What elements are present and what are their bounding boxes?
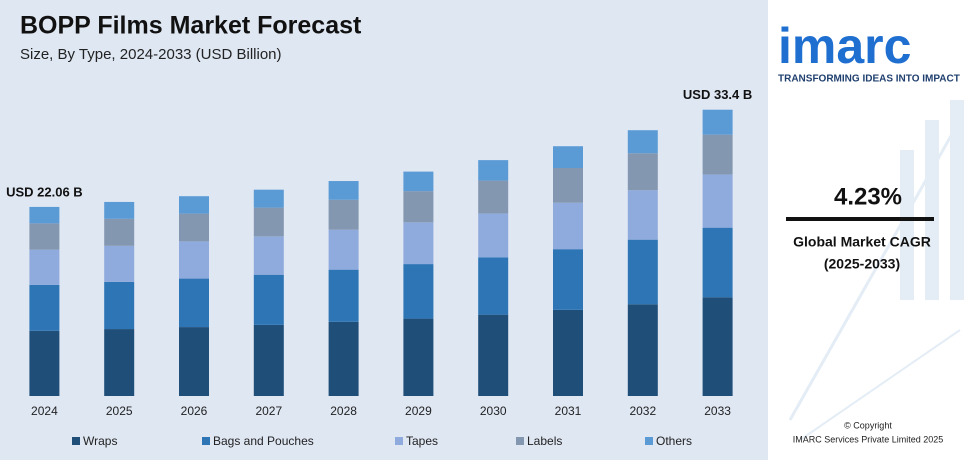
bar-segment [179,213,209,242]
legend-swatch [516,437,524,445]
legend-label: Others [656,434,692,448]
x-tick-label: 2031 [555,404,582,418]
side-panel [768,0,970,460]
bar-segment [253,274,284,325]
bar-segment [179,241,209,279]
bar-segment [328,269,359,322]
x-tick-label: 2025 [106,404,133,418]
bar-segment [179,278,209,328]
legend-swatch [202,437,210,445]
bar-segment [104,329,135,396]
bar-segment [179,327,209,396]
x-tick-label: 2033 [704,404,731,418]
bar-segment [702,174,733,228]
bar-segment [328,321,359,396]
bar-segment [553,202,583,250]
bar-segment [328,229,359,270]
bar-segment [478,213,509,258]
bar-segment [328,181,359,200]
copyright: © Copyright [844,420,892,430]
legend-label: Labels [527,434,562,448]
cagr-value: 4.23% [834,183,902,210]
bar-segment [478,257,509,315]
bar-segment [179,196,209,214]
bar-segment [29,249,60,285]
legend-swatch [395,437,403,445]
bar-segment [403,191,434,223]
chart-subtitle: Size, By Type, 2024-2033 (USD Billion) [20,46,282,63]
bar-segment [104,218,135,246]
legend-label: Tapes [406,434,438,448]
bar-segment [627,153,658,191]
bar-segment [702,297,733,396]
bar-segment [403,318,434,396]
bar-segment [403,222,434,265]
bar-segment [253,324,284,396]
company: IMARC Services Private Limited 2025 [793,434,944,444]
x-tick-label: 2027 [255,404,282,418]
bar-segment [104,281,135,330]
bar-segment [403,171,434,192]
bar-segment [478,160,509,181]
bar-segment [253,236,284,275]
bar-segment [328,199,359,230]
panel-decoration [788,100,964,441]
bar-segment [702,227,733,298]
legend-label: Bags and Pouches [213,434,314,448]
tagline: TRANSFORMING IDEAS INTO IMPACT [778,74,960,85]
bar-segment [478,314,509,396]
x-tick-label: 2030 [480,404,507,418]
x-tick-label: 2028 [330,404,357,418]
legend-label: Wraps [83,434,117,448]
bar-segment [627,304,658,396]
x-tick-label: 2029 [405,404,432,418]
bar-segment [104,245,135,282]
bar-segment [553,309,583,396]
bar-segment [627,239,658,305]
cagr-rule [786,217,934,221]
x-tick-label: 2024 [31,404,58,418]
bar-segment [702,109,733,135]
bar-segment [478,180,509,214]
bar-segment [403,264,434,319]
bar-segment [553,249,583,310]
bar-segment [29,206,60,224]
logo: imarc [778,18,911,74]
bar-segment [29,223,60,250]
x-tick-label: 2032 [629,404,656,418]
legend-swatch [645,437,653,445]
x-tick-label: 2026 [181,404,208,418]
cagr-label: Global Market CAGR [793,234,931,250]
total-label: USD 22.06 B [6,184,83,199]
bar-segment [627,130,658,154]
chart-title: BOPP Films Market Forecast [20,12,362,40]
bar-segment [29,284,60,331]
total-label: USD 33.4 B [683,87,752,102]
bar-segment [253,207,284,237]
cagr-period: (2025-2033) [824,256,900,272]
bar-segment [29,330,60,396]
legend-swatch [72,437,80,445]
bar-segment [553,146,583,168]
bar-segment [553,168,583,203]
bar-segment [627,190,658,240]
bar-segment [702,134,733,175]
bar-segment [253,189,284,208]
bar-segment [104,201,135,219]
